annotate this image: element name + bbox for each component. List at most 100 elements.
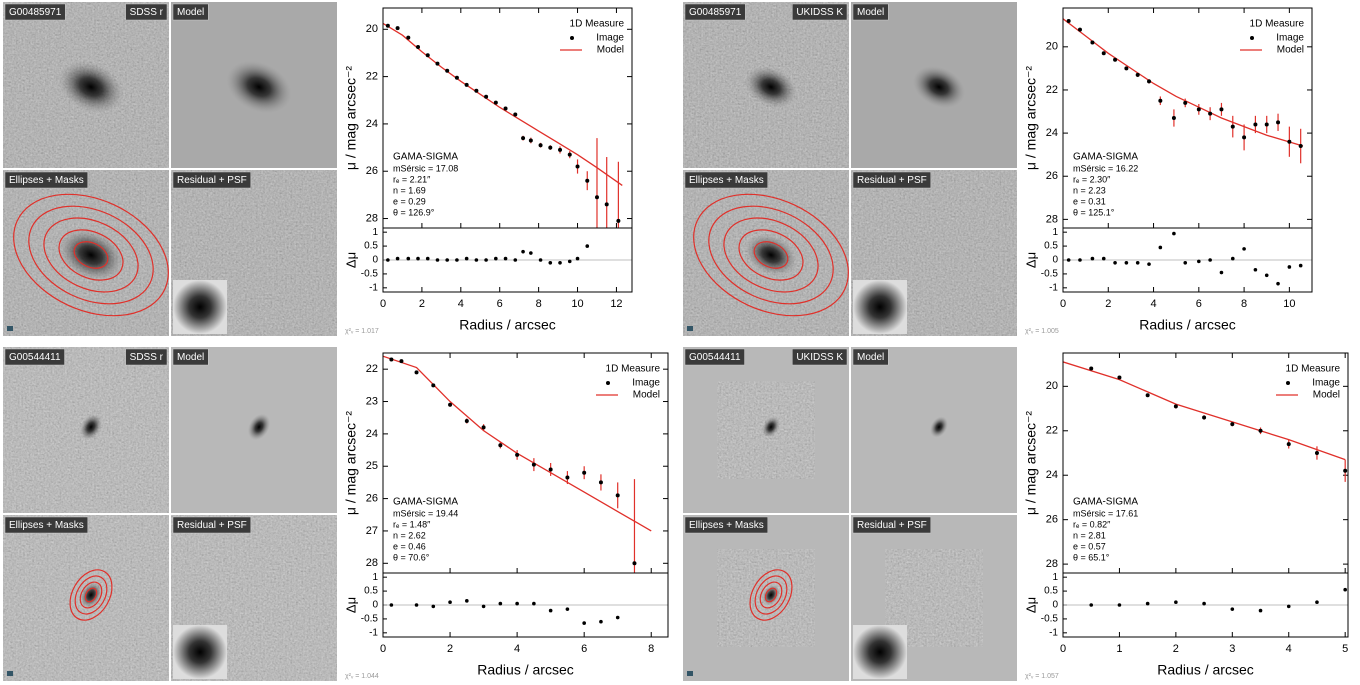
- data-point: [1077, 27, 1082, 32]
- galaxy: [58, 60, 124, 114]
- residual-point: [1298, 263, 1303, 268]
- data-point: [431, 383, 436, 388]
- fit-line: rₑ = 2.21″: [393, 174, 431, 184]
- label-box: [852, 516, 932, 534]
- data-point: [389, 357, 394, 362]
- y-tick-label: 26: [366, 492, 378, 504]
- galaxy: [762, 416, 780, 438]
- y-tick-label: 24: [1046, 127, 1058, 139]
- data-point: [464, 418, 469, 423]
- residual-axis-label: Δμ: [1023, 597, 1038, 613]
- y-axis-label: μ / mag arcsec⁻²: [343, 411, 359, 515]
- fit-line: e = 0.46: [393, 541, 426, 551]
- x-axis-label: Radius / arcsec: [1157, 662, 1253, 678]
- data-point: [1208, 111, 1213, 116]
- data-point: [1158, 98, 1163, 103]
- residual-point: [1117, 603, 1122, 607]
- residual-point: [1343, 587, 1347, 592]
- residual-point: [1242, 247, 1246, 251]
- data-point: [1173, 404, 1178, 409]
- x-tick-label: 2: [1173, 643, 1179, 655]
- fit-ellipse: [708, 205, 834, 305]
- image-label: Model: [852, 348, 889, 366]
- residual-point: [1287, 265, 1292, 269]
- legend-marker: [1286, 381, 1290, 385]
- data-point: [464, 82, 469, 87]
- residual-point: [1208, 258, 1212, 262]
- residual-point: [565, 607, 570, 611]
- data-point: [435, 61, 440, 66]
- fit-line: θ = 125.1°: [1073, 207, 1115, 217]
- residual-y-tick-label: 0: [372, 600, 378, 611]
- y-tick-label: 26: [366, 165, 378, 177]
- residual-point: [599, 619, 603, 624]
- label-box: [852, 171, 932, 189]
- residual-point: [532, 601, 536, 606]
- legend-swatch: [687, 326, 693, 331]
- x-axis-label: Radius / arcsec: [459, 317, 555, 333]
- residual-point: [1276, 281, 1280, 286]
- data-point: [399, 359, 404, 364]
- image-label: G00544411: [684, 348, 745, 366]
- image-label: Model: [172, 3, 209, 21]
- x-tick-label: 6: [581, 643, 587, 655]
- x-tick-label: 0: [1060, 298, 1066, 310]
- data-point: [1314, 451, 1319, 455]
- y-tick-label: 28: [366, 557, 378, 569]
- x-tick-label: 4: [514, 643, 520, 655]
- fit-line: θ = 65.1°: [1073, 552, 1110, 562]
- label-text: Residual + PSF: [857, 175, 927, 186]
- x-tick-label: 4: [1150, 298, 1156, 310]
- residual-point: [465, 599, 469, 603]
- y-tick-label: 20: [1046, 41, 1058, 53]
- x-axis-label: Radius / arcsec: [1139, 317, 1235, 333]
- data-point: [1298, 144, 1303, 149]
- chi-square: χ²ᵥ = 1.017: [345, 328, 379, 335]
- fit-line: rₑ = 2.30″: [1073, 174, 1111, 184]
- data-point: [503, 106, 508, 111]
- label-text: Ellipses + Masks: [689, 520, 764, 531]
- residual-point: [1286, 604, 1291, 609]
- label-text: Ellipses + Masks: [9, 520, 84, 531]
- y-tick-label: 20: [1046, 380, 1058, 392]
- y-tick-label: 22: [1046, 425, 1058, 437]
- data-point: [1147, 79, 1152, 84]
- legend-label: Image: [632, 378, 660, 389]
- residual-point: [513, 258, 518, 262]
- residual-point: [498, 601, 503, 606]
- fit-line: rₑ = 1.48″: [393, 519, 431, 529]
- y-axis-label: μ / mag arcsec⁻²: [343, 66, 359, 170]
- model-line: [1063, 18, 1304, 147]
- image-label: Ellipses + Masks: [4, 516, 88, 534]
- residual-point: [529, 251, 533, 255]
- residual-point: [503, 256, 508, 261]
- y-tick-label: 24: [366, 118, 378, 130]
- data-point: [1113, 57, 1118, 62]
- fit-ellipse: [79, 581, 103, 609]
- legend-title: 1D Measure: [606, 364, 661, 375]
- data-point: [1117, 375, 1122, 380]
- residual-y-tick-label: -1: [369, 627, 378, 638]
- residual-y-tick-label: 0.5: [364, 241, 378, 252]
- fit-ellipse: [43, 217, 139, 293]
- data-point: [474, 88, 479, 93]
- fit-line: θ = 126.9°: [393, 207, 435, 217]
- psf-inset: [853, 280, 907, 334]
- data-point: [1089, 366, 1094, 371]
- x-tick-label: 8: [536, 298, 542, 310]
- residual-axis-label: Δμ: [1023, 252, 1038, 268]
- label-text: Model: [177, 352, 204, 363]
- legend-label: Model: [633, 390, 660, 401]
- image-label: Residual + PSF: [852, 516, 932, 534]
- y-tick-label: 22: [1046, 84, 1058, 96]
- fit-ellipse: [723, 217, 819, 293]
- data-point: [513, 112, 518, 117]
- residual-point: [474, 258, 479, 262]
- residual-point: [395, 256, 400, 261]
- label-box: [792, 3, 848, 21]
- residual-point: [455, 258, 459, 262]
- label-box: [172, 3, 209, 21]
- residual-point: [1113, 260, 1117, 265]
- data-point: [1101, 51, 1106, 56]
